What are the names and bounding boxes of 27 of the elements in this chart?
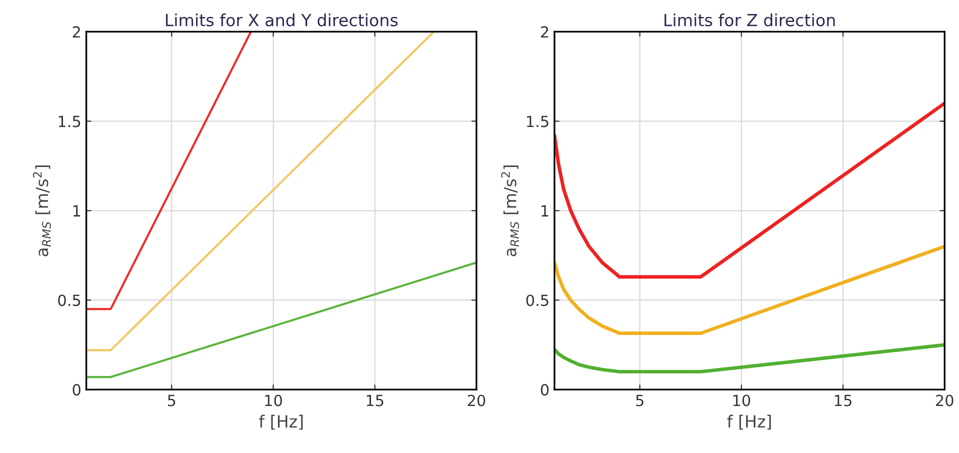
line-series bbox=[554, 102, 945, 279]
y-tick-label: 1.5 bbox=[58, 116, 80, 128]
y-tick-label: 1 bbox=[73, 205, 80, 216]
chart-title: Limits for Z direction bbox=[664, 13, 835, 26]
line-series bbox=[554, 343, 945, 374]
x-tick-label: 10 bbox=[265, 394, 282, 406]
y-tick-label: 2 bbox=[72, 26, 80, 38]
y-tick-label: 0 bbox=[540, 384, 549, 396]
x-tick-label: 10 bbox=[733, 394, 750, 406]
x-axis-title: f [Hz] bbox=[259, 414, 303, 430]
y-tick-label: 0 bbox=[72, 384, 80, 396]
x-tick-label: 5 bbox=[636, 394, 644, 406]
y-axis-title: a$_{RMS}$ [m/s$^{2}$] bbox=[501, 165, 520, 256]
x-tick-label: 15 bbox=[834, 394, 852, 406]
x-tick-label: 5 bbox=[168, 394, 176, 406]
y-axis-title: a$_{RMS}$ [m/s$^{2}$] bbox=[32, 165, 51, 256]
y-tick-label: 1.5 bbox=[526, 116, 548, 128]
y-tick-label: 2 bbox=[541, 26, 548, 38]
x-tick-label: 20 bbox=[936, 394, 954, 406]
chart-title: Limits for X and Y directions bbox=[166, 13, 398, 26]
x-tick-label: 20 bbox=[468, 394, 486, 406]
y-tick-label: 0.5 bbox=[526, 294, 548, 306]
line-series bbox=[554, 244, 945, 335]
y-tick-label: 0.5 bbox=[58, 294, 80, 306]
y-tick-label: 1 bbox=[542, 205, 548, 216]
x-axis-title: f [Hz] bbox=[727, 414, 771, 430]
x-tick-label: 15 bbox=[366, 394, 384, 406]
